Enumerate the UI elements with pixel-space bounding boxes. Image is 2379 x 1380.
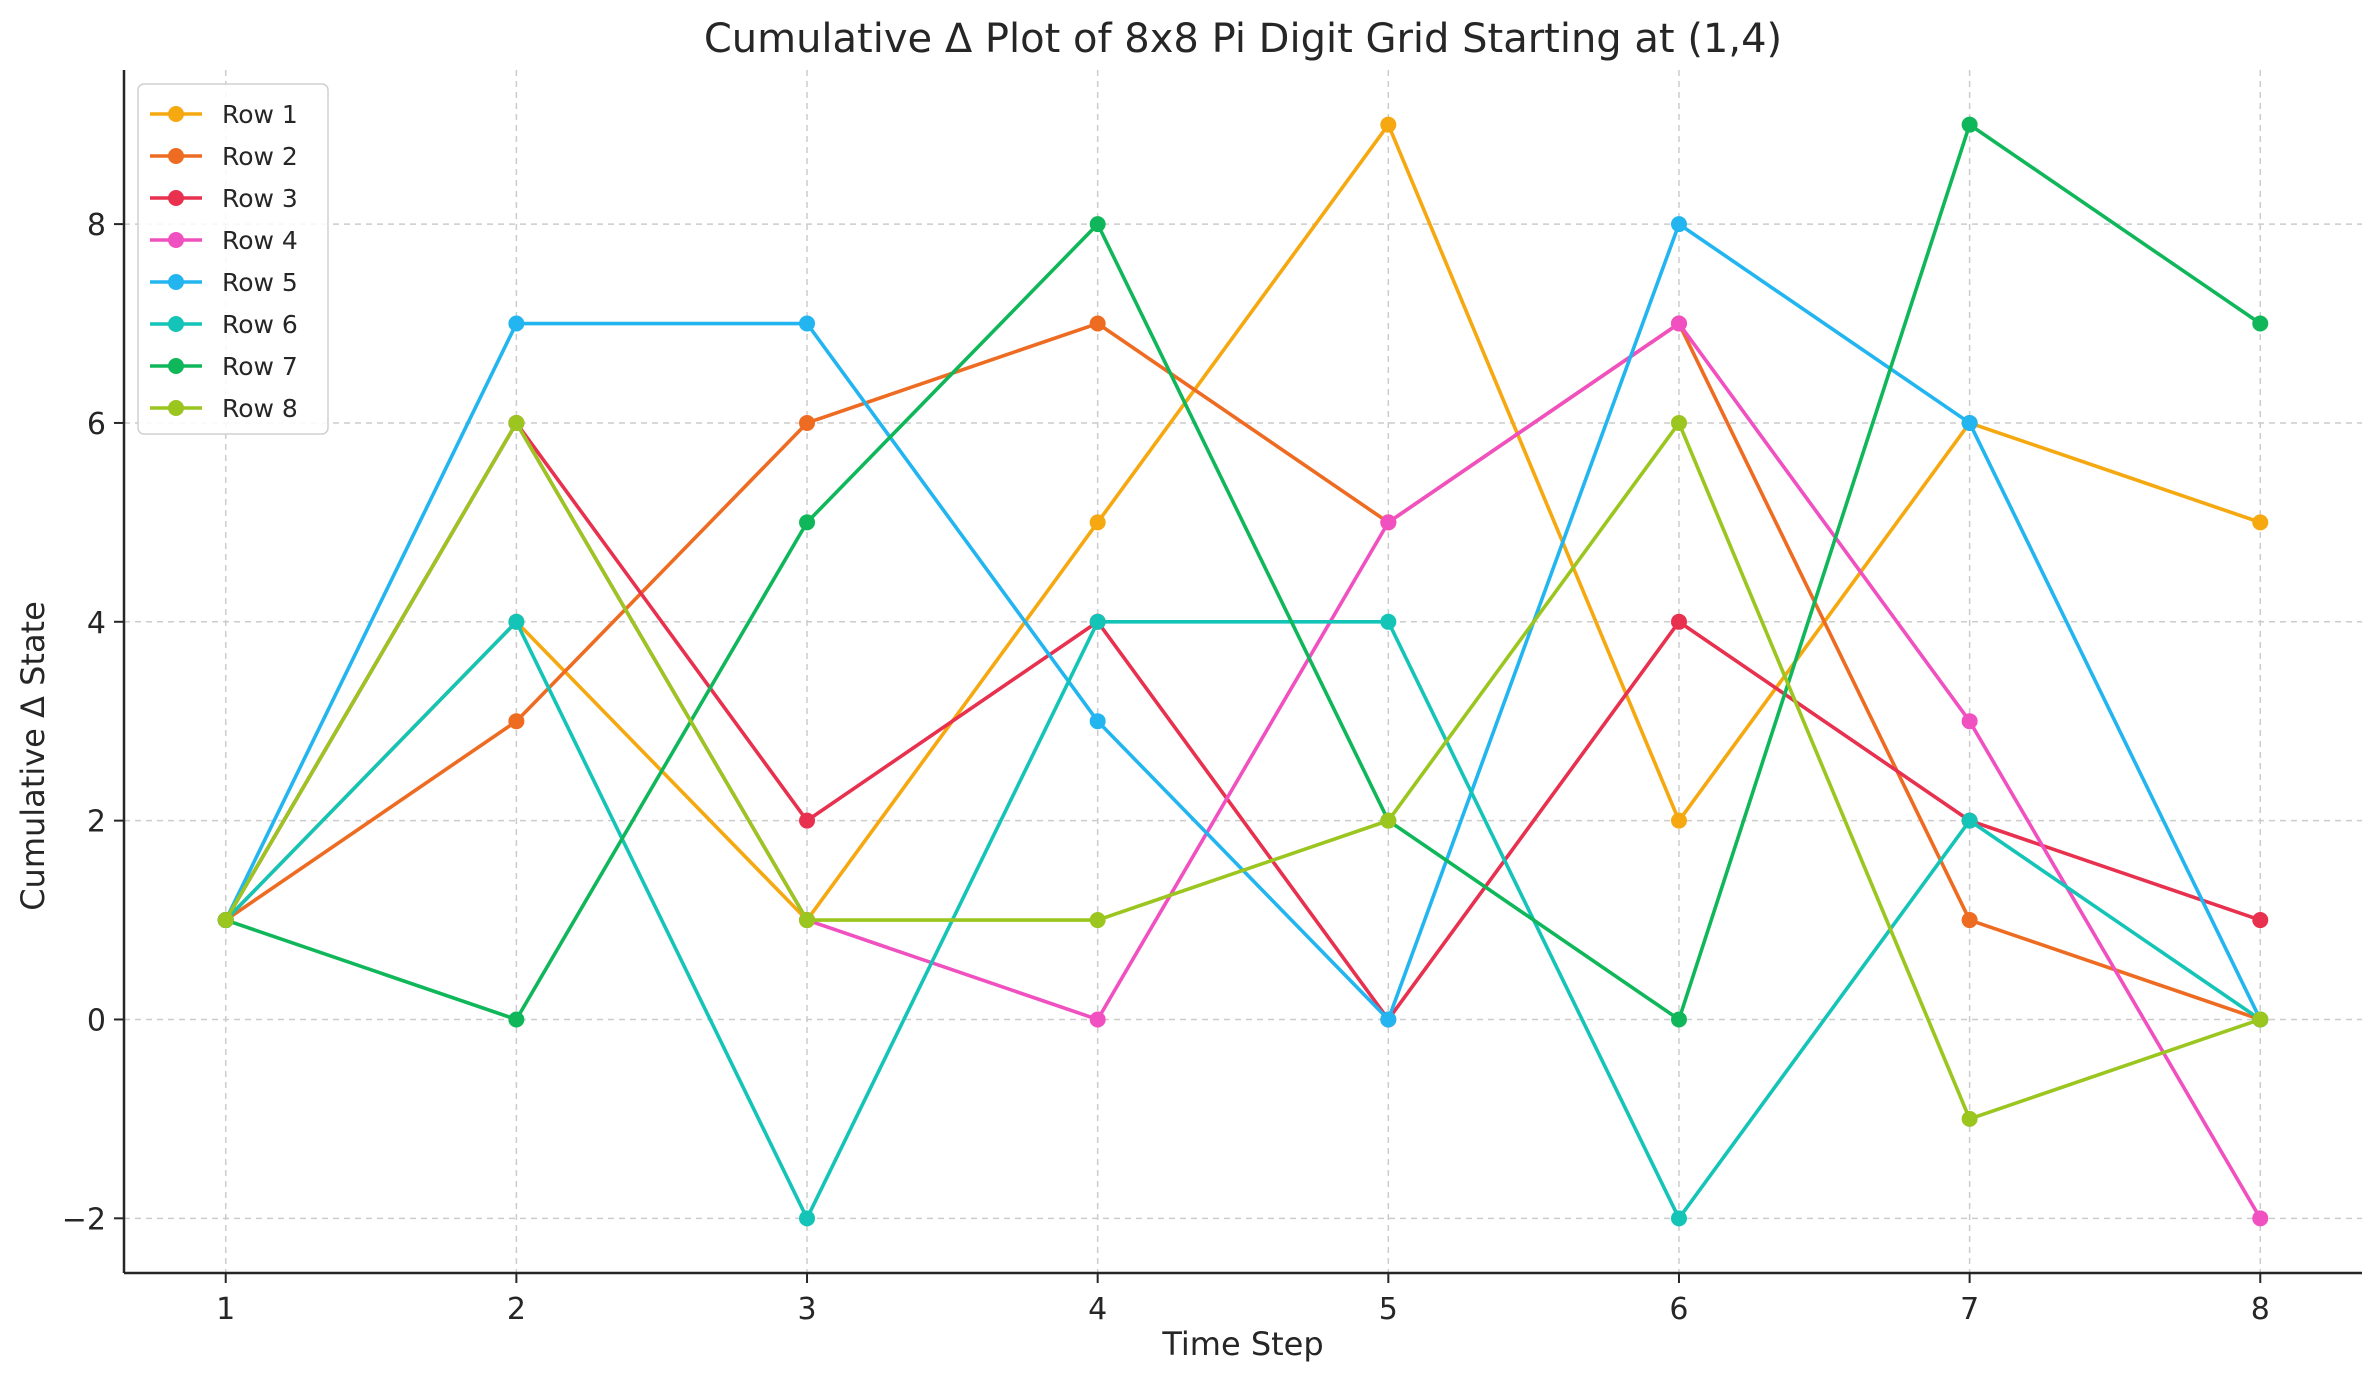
data-point (1380, 116, 1397, 133)
x-tick-label: 6 (1669, 1292, 1688, 1327)
data-point (1670, 216, 1687, 233)
data-point (1089, 713, 1106, 730)
data-point (2252, 1210, 2269, 1227)
legend-swatch-marker (168, 274, 184, 290)
legend-swatch-marker (168, 316, 184, 332)
grid-lines (124, 70, 2362, 1273)
data-point (2252, 514, 2269, 531)
data-point (1380, 812, 1397, 829)
x-tick-label: 4 (1088, 1292, 1107, 1327)
data-point (2252, 315, 2269, 332)
legend-item: Row 1 (150, 100, 298, 129)
legend-swatch-marker (168, 148, 184, 164)
legend-item: Row 4 (150, 226, 298, 255)
data-point (1380, 1011, 1397, 1028)
series-3 (217, 414, 2269, 1028)
series-4 (217, 315, 2269, 1227)
legend-item: Row 2 (150, 142, 298, 171)
data-point (799, 514, 816, 531)
data-point (799, 912, 816, 929)
data-point (1961, 912, 1978, 929)
y-tick-label: 2 (87, 805, 106, 840)
data-point (1089, 315, 1106, 332)
series-line (225, 122, 2262, 1022)
data-point (1089, 514, 1106, 531)
legend-item: Row 5 (150, 268, 298, 297)
legend-swatch-marker (168, 190, 184, 206)
legend-item: Row 3 (150, 184, 298, 213)
x-axis-label: Time Step (1161, 1325, 1323, 1363)
data-point (508, 1011, 525, 1028)
x-tick-label: 5 (1379, 1292, 1398, 1327)
data-point (1380, 514, 1397, 531)
y-tick-label: 8 (87, 208, 106, 243)
data-point (1670, 613, 1687, 630)
series-8 (217, 414, 2269, 1127)
y-tick-label: 6 (87, 407, 106, 442)
legend-swatch-marker (168, 106, 184, 122)
data-point (1089, 216, 1106, 233)
data-point (799, 315, 816, 332)
legend-swatch-marker (168, 400, 184, 416)
x-tick-label: 1 (216, 1292, 235, 1327)
series-line (224, 321, 2261, 1022)
legend-label: Row 2 (222, 142, 298, 171)
legend-swatch-marker (168, 358, 184, 374)
data-point (1670, 315, 1687, 332)
data-point (1380, 613, 1397, 630)
data-point (217, 912, 234, 929)
data-point (1961, 812, 1978, 829)
legend-item: Row 6 (150, 310, 298, 339)
legend-box (137, 83, 329, 435)
series-line (224, 619, 2262, 1221)
data-point (799, 1210, 816, 1227)
data-point (1089, 912, 1106, 929)
data-point (508, 613, 525, 630)
series-6 (217, 613, 2269, 1227)
data-point (1089, 1011, 1106, 1028)
x-tick-label: 2 (507, 1292, 526, 1327)
data-point (2252, 1011, 2269, 1028)
data-point (2252, 912, 2269, 929)
x-tick-label: 7 (1960, 1292, 1979, 1327)
data-point (1089, 613, 1106, 630)
legend-swatch-marker (168, 232, 184, 248)
legend-item: Row 7 (150, 352, 298, 381)
data-point (508, 414, 525, 431)
data-point (1670, 414, 1687, 431)
legend-label: Row 8 (222, 394, 298, 423)
chart-title: Cumulative Δ Plot of 8x8 Pi Digit Grid S… (704, 16, 1782, 62)
y-tick-label: 0 (87, 1003, 106, 1038)
series-layer (217, 116, 2269, 1227)
data-point (1670, 812, 1687, 829)
data-point (508, 713, 525, 730)
legend-label: Row 7 (222, 352, 298, 381)
data-point (799, 812, 816, 829)
legend-label: Row 6 (222, 310, 298, 339)
legend-item: Row 8 (150, 394, 298, 423)
y-tick-label: 4 (87, 606, 106, 641)
series-line (224, 421, 2261, 1022)
legend-label: Row 1 (222, 100, 298, 129)
data-point (1670, 1011, 1687, 1028)
legend: Row 1 Row 2 Row 3 Row 4 Row 5 Row 6 Row 7 Row 8 (137, 83, 329, 435)
data-point (1670, 1210, 1687, 1227)
data-point (1961, 414, 1978, 431)
y-axis-label: Cumulative Δ State (14, 601, 52, 911)
data-point (1961, 713, 1978, 730)
legend-label: Row 5 (222, 268, 298, 297)
data-point (508, 315, 525, 332)
series-line (224, 421, 2261, 1121)
data-point (1961, 116, 1978, 133)
x-tick-label: 3 (797, 1292, 816, 1327)
legend-label: Row 4 (222, 226, 298, 255)
y-tick-label: −2 (62, 1202, 106, 1237)
x-tick-label: 8 (2251, 1292, 2270, 1327)
legend-label: Row 3 (222, 184, 298, 213)
data-point (799, 414, 816, 431)
series-7 (217, 116, 2269, 1028)
data-point (1961, 1110, 1978, 1127)
axes: 1 2 3 4 5 6 7 8 −2 0 2 4 6 8 (62, 70, 2362, 1327)
